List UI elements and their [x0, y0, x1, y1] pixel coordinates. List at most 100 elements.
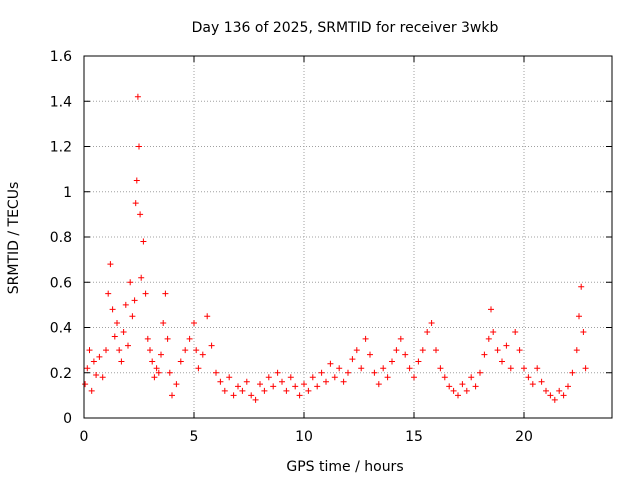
data-point	[129, 313, 136, 320]
data-point	[402, 351, 409, 358]
data-point	[96, 353, 103, 360]
x-tick-label: 5	[190, 429, 199, 445]
data-point	[105, 290, 112, 297]
data-point	[494, 347, 501, 354]
data-point	[84, 365, 91, 372]
data-point	[155, 369, 162, 376]
data-point	[573, 347, 580, 354]
data-point	[261, 387, 268, 394]
data-point	[503, 342, 510, 349]
data-point	[411, 374, 417, 381]
data-point	[389, 358, 395, 365]
y-tick-label: 0.8	[50, 230, 72, 246]
ticks-layer: 0 5 10 15 20 0 0.2 0.4 0.6 0.8 1 1.2 1.4 1.6	[50, 49, 612, 445]
data-point	[472, 383, 479, 390]
x-tick-label: 15	[405, 429, 423, 445]
x-tick-label: 0	[80, 429, 89, 445]
data-point	[248, 392, 255, 399]
data-point	[358, 365, 365, 372]
data-point	[362, 335, 369, 342]
data-point	[384, 374, 391, 381]
data-point	[149, 358, 156, 365]
data-point	[173, 381, 180, 388]
data-point	[127, 279, 134, 286]
data-point	[186, 335, 193, 342]
data-point	[164, 335, 171, 342]
x-axis-title: GPS time / hours	[286, 459, 403, 475]
data-point	[116, 347, 123, 354]
data-point	[569, 369, 576, 376]
data-point	[111, 333, 118, 340]
data-point	[182, 347, 189, 354]
data-point	[397, 335, 404, 342]
data-point	[134, 93, 141, 100]
data-point	[193, 347, 200, 354]
data-point	[114, 319, 120, 326]
data-point	[582, 365, 589, 372]
data-point	[450, 387, 457, 394]
data-point	[551, 396, 558, 403]
data-point	[534, 365, 541, 372]
data-point	[226, 374, 233, 381]
data-point	[103, 347, 109, 354]
data-point	[367, 351, 373, 358]
data-point	[265, 374, 272, 381]
data-point	[565, 383, 571, 390]
data-point	[213, 369, 219, 376]
data-point	[543, 387, 549, 394]
y-tick-label: 0.6	[50, 275, 72, 291]
data-point	[301, 381, 307, 388]
data-point	[140, 238, 147, 245]
data-point	[463, 387, 470, 394]
data-point	[230, 392, 237, 399]
data-point	[318, 369, 325, 376]
data-point	[122, 301, 129, 308]
data-point	[481, 351, 488, 358]
data-point	[137, 211, 144, 218]
y-tick-label: 0.4	[50, 321, 72, 337]
data-point	[340, 378, 347, 385]
data-point	[353, 347, 360, 354]
data-point	[415, 358, 422, 365]
data-point	[120, 329, 127, 336]
data-point	[547, 392, 554, 399]
data-point	[446, 383, 453, 390]
data-point	[287, 374, 294, 381]
data-point	[428, 319, 435, 326]
data-point	[305, 387, 312, 394]
data-point	[525, 374, 532, 381]
data-point	[380, 365, 387, 372]
data-point	[529, 381, 536, 388]
data-point	[199, 351, 206, 358]
data-point	[424, 329, 431, 336]
data-point	[270, 383, 277, 390]
data-point	[99, 374, 106, 381]
data-point	[109, 306, 116, 313]
data-point	[274, 369, 281, 376]
data-point	[556, 387, 563, 394]
data-point	[560, 392, 567, 399]
data-point	[144, 335, 151, 342]
data-point	[90, 358, 97, 365]
data-point	[191, 319, 197, 326]
data-point	[331, 374, 338, 381]
data-point	[221, 387, 228, 394]
y-tick-label: 1	[63, 185, 72, 201]
x-tick-label: 20	[515, 429, 533, 445]
data-point	[93, 372, 100, 379]
y-axis-title: SRMTID / TECUs	[6, 182, 22, 295]
x-tick-label: 10	[295, 429, 313, 445]
data-point	[131, 297, 138, 304]
data-point	[455, 392, 461, 399]
data-point	[88, 387, 95, 394]
data-point	[576, 313, 582, 320]
data-point	[441, 374, 448, 381]
data-point	[323, 378, 329, 385]
data-point	[177, 358, 184, 365]
data-point	[132, 200, 139, 207]
data-point	[580, 329, 587, 336]
data-point	[239, 387, 246, 394]
data-point	[125, 342, 131, 349]
data-point	[217, 378, 224, 385]
